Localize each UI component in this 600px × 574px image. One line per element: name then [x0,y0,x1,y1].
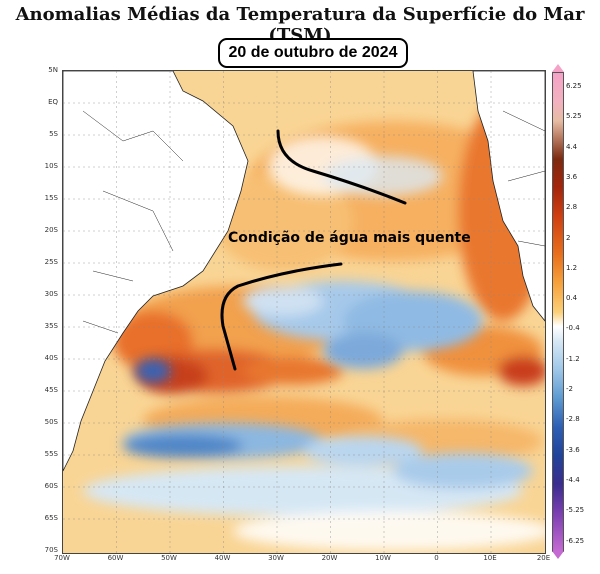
latitude-label: 25S [44,258,58,266]
sst-anomaly-map [62,70,546,554]
date-badge: 20 de outubro de 2024 [218,38,408,68]
colorbar-label: 0.4 [566,294,578,303]
date-label: 20 de outubro de 2024 [228,44,398,61]
colorbar-label: -6.25 [566,536,585,545]
colorbar-label: 1.2 [566,263,578,272]
colorbar [552,72,564,552]
colorbar-bottom-arrow [552,551,564,559]
latitude-label: 5N [48,66,58,74]
country-borders [82,110,545,334]
latitude-label: 20S [44,226,58,234]
africa-land [472,71,545,322]
latitude-label: 70S [44,546,58,554]
colorbar-label: 6.25 [566,82,582,90]
latitude-label: 15S [44,194,58,202]
longitude-label: 0 [434,554,439,562]
latitude-label: 35S [44,322,58,330]
colorbar-label: 2.8 [566,203,578,212]
longitude-label: 70W [54,554,70,562]
colorbar-label: -5.25 [566,506,585,515]
longitude-label: 60W [107,554,124,562]
colorbar-label: -3.6 [566,445,580,454]
latitude-label: 65S [44,514,58,522]
latitude-label: 55S [44,450,58,458]
latitude-label: 45S [44,386,58,394]
colorbar-label: 5.25 [566,112,582,121]
cool-anomaly-areas [83,136,545,551]
colorbar-label: -1.2 [566,354,580,363]
latitude-label: 50S [44,418,58,426]
warm-anomaly-areas [113,101,545,463]
colorbar-label: 4.4 [566,142,578,151]
annotation-curve-north [276,129,407,205]
latitude-label: EQ [48,98,58,106]
longitude-label: 10E [483,554,497,562]
colorbar-label: -4.4 [566,475,580,484]
colorbar-label: -2.8 [566,415,580,424]
warm-water-annotation: Condição de água mais quente [228,230,471,246]
longitude-label: 50W [161,554,177,562]
longitude-label: 20W [321,554,338,562]
latitude-label: 40S [44,354,58,362]
longitude-label: 40W [214,554,231,562]
colorbar-top-arrow [552,64,564,72]
longitude-label: 10W [375,554,391,562]
sst-map-svg [63,71,545,553]
graticule [63,71,545,553]
colorbar-label: 2 [566,233,571,242]
latitude-label: 30S [44,290,58,298]
colorbar-label: -2 [566,385,573,393]
latitude-label: 60S [44,482,58,490]
latitude-label: 5S [49,130,58,138]
colorbar-label: -0.4 [566,324,580,333]
latitude-label: 10S [44,162,58,170]
annotation-curve-south [220,262,343,371]
colorbar-label: 3.6 [566,172,578,181]
longitude-label: 30W [268,554,284,562]
longitude-label: 20E [536,554,551,562]
south-america-land [63,71,249,472]
